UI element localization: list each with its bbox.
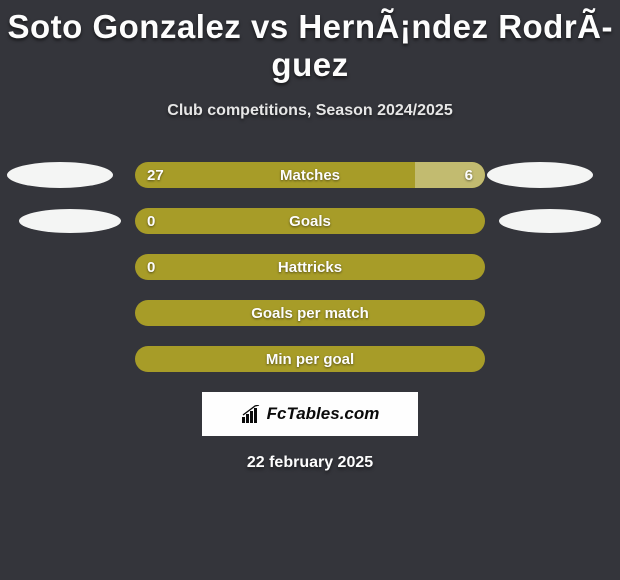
brand-box: FcTables.com — [202, 392, 418, 436]
stat-value-right: 6 — [465, 167, 473, 184]
subtitle: Club competitions, Season 2024/2025 — [0, 102, 620, 120]
comparison-rows: Matches276Goals0Hattricks0Goals per matc… — [0, 162, 620, 372]
stat-bar: Matches27 6 — [135, 162, 485, 188]
stat-label: Matches — [135, 167, 485, 184]
stat-bar: Min per goal — [135, 346, 485, 372]
page-title: Soto Gonzalez vs HernÃ¡ndez RodrÃ­guez — [0, 0, 620, 84]
stat-row: Goals per match — [0, 300, 620, 326]
stat-row: Matches27 6 — [0, 162, 620, 188]
brand-text: FcTables.com — [241, 404, 380, 424]
stat-row: Hattricks0 — [0, 254, 620, 280]
player-left-ellipse — [19, 209, 121, 233]
player-right-ellipse — [499, 209, 601, 233]
stat-value-left: 0 — [147, 259, 155, 276]
stat-value-left: 27 — [147, 167, 164, 184]
stat-bar: Hattricks0 — [135, 254, 485, 280]
bars-icon — [241, 405, 263, 423]
stat-label: Hattricks — [135, 259, 485, 276]
stat-row: Goals0 — [0, 208, 620, 234]
stat-bar: Goals per match — [135, 300, 485, 326]
stat-label: Goals — [135, 213, 485, 230]
stat-label: Min per goal — [135, 351, 485, 368]
player-right-ellipse — [487, 162, 593, 188]
stat-row: Min per goal — [0, 346, 620, 372]
stat-value-left: 0 — [147, 213, 155, 230]
date-label: 22 february 2025 — [0, 454, 620, 472]
stat-label: Goals per match — [135, 305, 485, 322]
brand-label: FcTables.com — [267, 404, 380, 424]
player-left-ellipse — [7, 162, 113, 188]
stat-bar: Goals0 — [135, 208, 485, 234]
